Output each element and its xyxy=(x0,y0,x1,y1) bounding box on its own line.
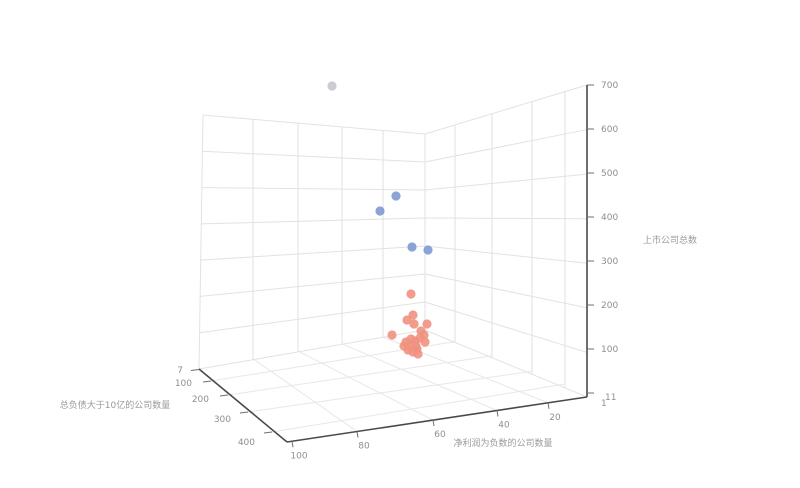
y-tick-label: 400 xyxy=(238,438,255,448)
y-tick xyxy=(263,431,273,434)
data-point[interactable] xyxy=(402,315,412,325)
right-wall-z-line xyxy=(424,329,588,398)
right-wall-z-line xyxy=(424,301,588,353)
y-tick xyxy=(219,394,229,397)
right-wall-z-line xyxy=(424,173,588,191)
right-wall-grid xyxy=(424,84,588,398)
y-axis-name: 总负债大于10亿的公司数量 xyxy=(60,399,170,411)
y-tick-label: 7 xyxy=(177,366,183,376)
right-wall-z-line xyxy=(424,84,588,135)
back-wall-z-line xyxy=(199,301,426,334)
y-tick-label: 200 xyxy=(192,395,209,405)
right-wall-z-line xyxy=(424,245,588,264)
x-tick-label: 20 xyxy=(549,413,561,423)
back-wall-z-line xyxy=(200,273,426,297)
z-tick-label: 300 xyxy=(601,257,618,267)
back-wall-z-line xyxy=(201,187,426,191)
data-point[interactable] xyxy=(413,349,423,359)
floor-grid xyxy=(210,336,566,433)
z-tick-label: 600 xyxy=(601,125,618,135)
data-point[interactable] xyxy=(422,319,432,329)
right-wall-z-line xyxy=(424,273,588,309)
floor-line-x xyxy=(247,370,533,413)
x-tick xyxy=(547,402,550,409)
z-tick-label: 200 xyxy=(601,301,618,311)
z-tick-label: 700 xyxy=(601,81,618,91)
back-wall-z-line xyxy=(201,217,426,225)
back-wall-z-line xyxy=(200,245,426,261)
scatter-points xyxy=(327,81,433,359)
z-tick-label: 500 xyxy=(601,169,618,179)
axis-lines xyxy=(198,85,588,443)
y-tick xyxy=(190,369,200,371)
right-wall-z-line xyxy=(424,129,588,163)
x-tick-label: 80 xyxy=(358,442,370,452)
x-tick xyxy=(432,420,435,427)
data-point[interactable] xyxy=(406,289,416,299)
y-tick-label: 300 xyxy=(214,415,231,425)
z-axis-name: 上市公司总数 xyxy=(643,234,697,246)
x-tick-label: 100 xyxy=(290,451,307,461)
z-tick-label: 400 xyxy=(601,213,618,223)
axis-tick-marks xyxy=(190,84,594,448)
x-tick xyxy=(356,431,359,438)
z-tick-label: 100 xyxy=(601,345,618,355)
floor-line-y xyxy=(341,343,498,411)
x-axis-line xyxy=(286,396,588,443)
back-wall-z-line xyxy=(202,114,426,135)
y-tick xyxy=(202,380,212,383)
data-point[interactable] xyxy=(387,330,397,340)
right-wall-z-line xyxy=(424,217,588,220)
x-axis-name: 净利润为负数的公司数量 xyxy=(453,437,552,449)
back-wall-grid xyxy=(198,114,426,370)
z-min-label: 1 xyxy=(601,399,607,409)
floor-line-y xyxy=(297,350,434,421)
back-wall-z-line xyxy=(202,150,426,163)
x-tick xyxy=(496,410,499,417)
floor-line-y xyxy=(252,358,358,432)
back-wall-z-line xyxy=(198,329,426,370)
x-tick-label: 40 xyxy=(498,421,510,431)
data-point[interactable] xyxy=(409,319,419,329)
axis-tick-labels: 7006005004003002001001111008060402071002… xyxy=(175,81,619,461)
y-tick xyxy=(239,411,249,414)
y-axis-line xyxy=(198,368,288,443)
left-edge xyxy=(198,114,204,370)
floor-line-x xyxy=(271,383,566,433)
x-min-label: 11 xyxy=(605,393,616,403)
data-point[interactable] xyxy=(327,81,337,91)
data-point[interactable] xyxy=(420,337,430,347)
x-tick xyxy=(291,441,294,448)
x-tick-label: 60 xyxy=(434,430,446,440)
floor-line-x xyxy=(227,355,493,396)
data-point[interactable] xyxy=(391,191,401,201)
data-point[interactable] xyxy=(407,242,417,252)
data-point[interactable] xyxy=(375,206,385,216)
data-point[interactable] xyxy=(423,245,433,255)
y-tick-label: 100 xyxy=(175,379,192,389)
